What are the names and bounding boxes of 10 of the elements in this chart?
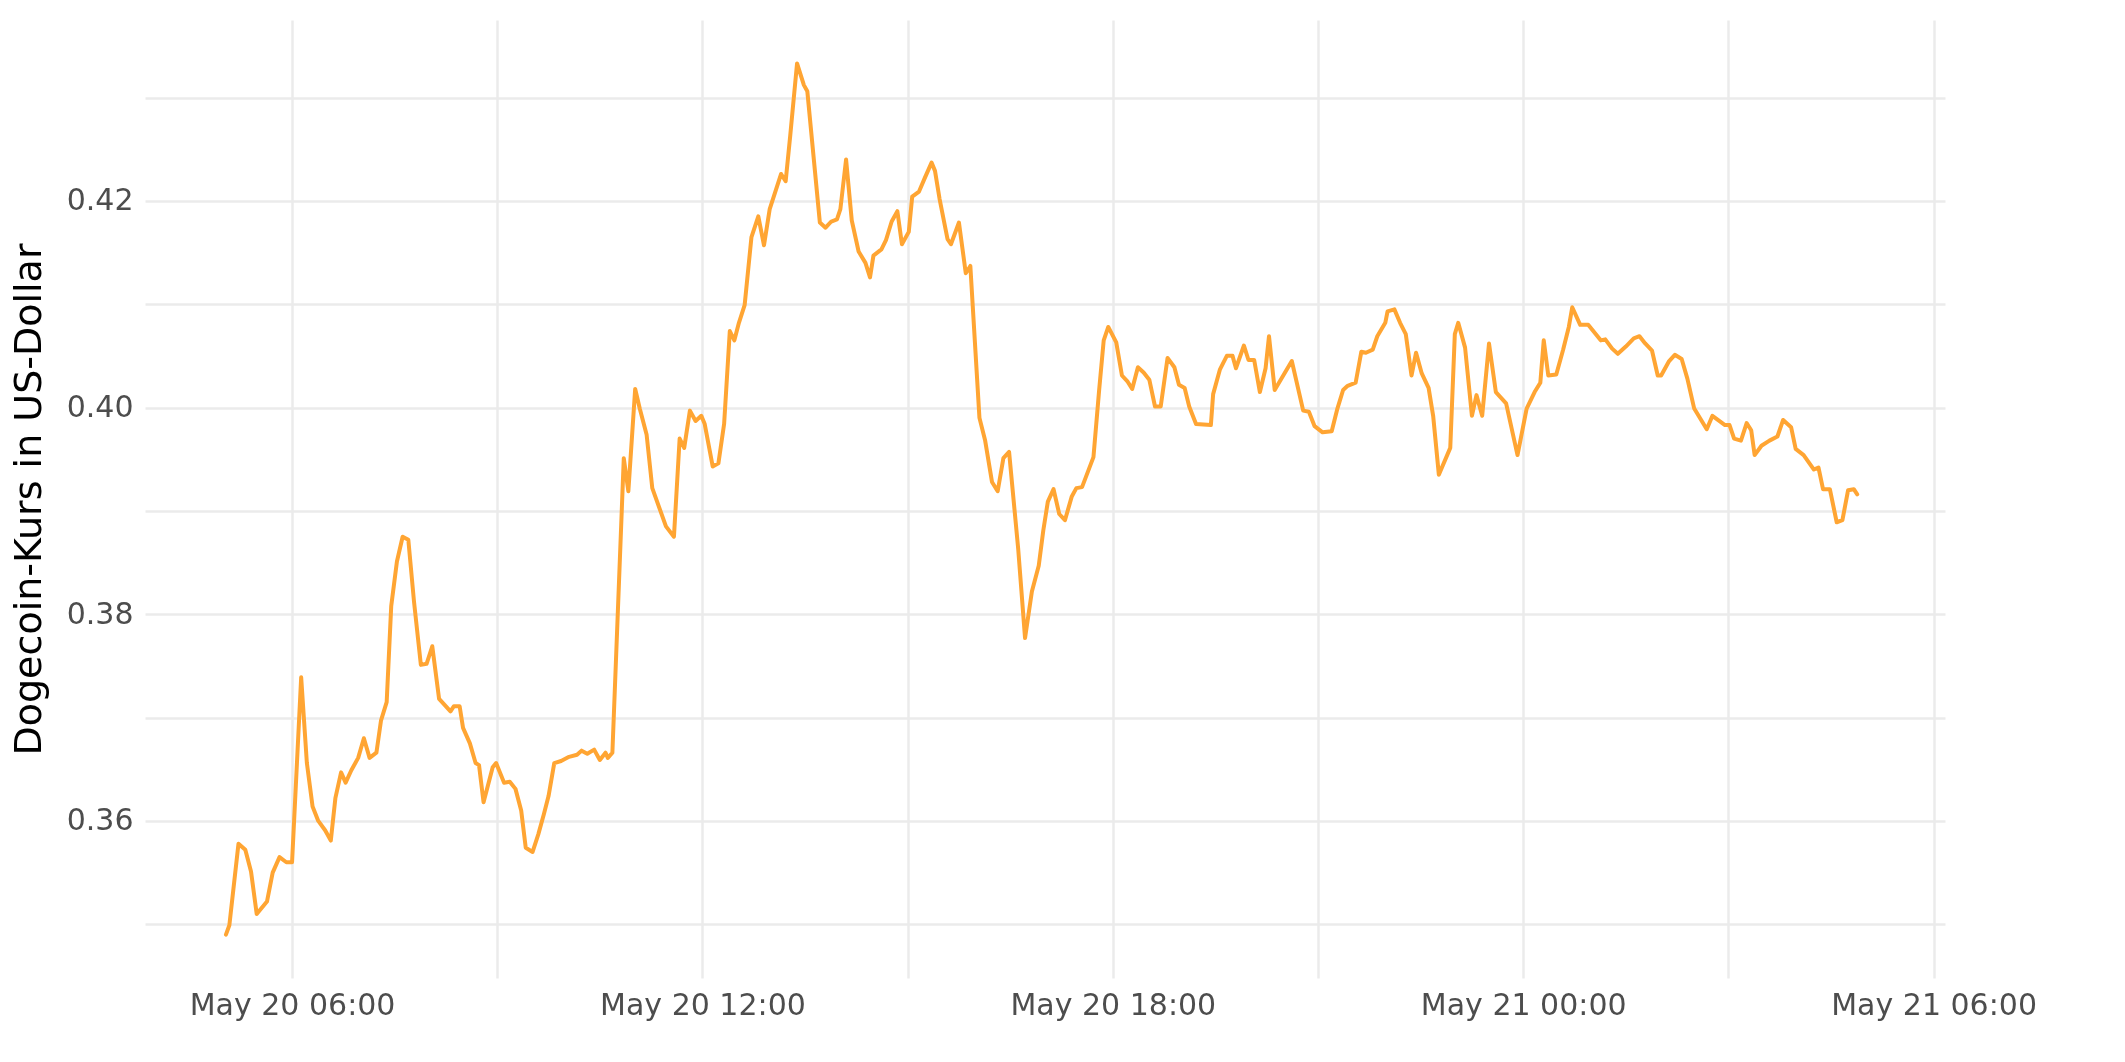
y-tick-label: 0.40: [66, 389, 134, 425]
x-tick-label: May 21 00:00: [1420, 986, 1627, 1022]
y-tick-label: 0.38: [66, 595, 134, 631]
x-tick-label: May 20 12:00: [600, 986, 806, 1022]
x-tick-label: May 20 18:00: [1010, 986, 1217, 1022]
y-axis-title: Dogecoin-Kurs in US-Dollar: [5, 243, 50, 756]
y-tick-label: 0.36: [66, 802, 134, 838]
y-tick-label: 0.42: [66, 182, 134, 218]
x-tick-label: May 20 06:00: [189, 986, 396, 1022]
x-tick-label: May 21 06:00: [1831, 986, 2037, 1022]
